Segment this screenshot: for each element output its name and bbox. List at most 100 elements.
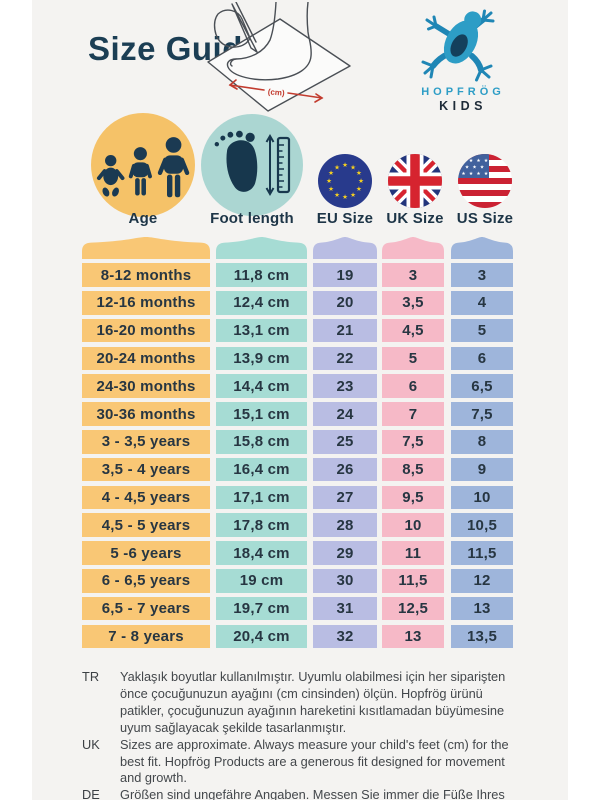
svg-text:★: ★	[469, 171, 473, 177]
uk-size-cell: 13	[382, 624, 444, 649]
svg-text:★: ★	[476, 158, 480, 164]
foot-length-cell: 13,1 cm	[216, 318, 307, 343]
eu-size-cell: 29	[313, 541, 377, 565]
eu-size-cell: 21	[313, 318, 377, 343]
svg-text:★: ★	[476, 171, 480, 177]
foot-length-cell: 16,4 cm	[216, 457, 307, 482]
us-size-cell: 13	[451, 596, 513, 621]
size-guide-panel: Size Guide (cm)	[32, 0, 568, 800]
eu-size-cell: 28	[313, 513, 377, 537]
age-cell: 6 - 6,5 years	[82, 569, 210, 593]
us-size-cell: 12	[451, 569, 513, 593]
age-cell: 3,5 - 4 years	[82, 457, 210, 482]
us-size-cell: 4	[451, 291, 513, 315]
svg-text:★: ★	[328, 169, 334, 177]
uk-size-cell: 12,5	[382, 596, 444, 621]
svg-text:★: ★	[465, 165, 469, 171]
us-size-cell: 13,5	[451, 624, 513, 649]
us-size-cell: 3	[451, 263, 513, 287]
foot-length-column-arch	[216, 237, 307, 259]
age-cell: 16-20 months	[82, 318, 210, 343]
footnote-uk: UK Sizes are approximate. Always measure…	[82, 737, 526, 788]
svg-text:★: ★	[328, 185, 334, 193]
footnotes: TR Yaklaşık boyutlar kullanılmıştır. Uyu…	[82, 669, 526, 800]
svg-text:★: ★	[350, 163, 356, 171]
uk-size-column: 3 3,5 4,5 5 6 7 7,5 8,5 9,5 10 11 11,5 12,5 13	[382, 237, 444, 649]
uk-flag-icon	[388, 154, 442, 208]
foot-length-cell: 13,9 cm	[216, 346, 307, 371]
footnote-tr-lang: TR	[82, 669, 100, 684]
svg-text:★: ★	[358, 177, 364, 185]
us-size-cell: 6,5	[451, 374, 513, 398]
foot-measuring-illustration: (cm)	[207, 2, 351, 112]
age-cell: 4 - 4,5 years	[82, 485, 210, 510]
us-size-column: 3 4 5 6 6,5 7,5 8 9 10 10,5 11,5 12 13 13,5	[451, 237, 513, 649]
foot-length-header-circle	[201, 114, 303, 216]
uk-size-cell: 9,5	[382, 485, 444, 510]
us-size-cell: 5	[451, 318, 513, 343]
uk-size-cell: 6	[382, 374, 444, 398]
foot-length-column-label: Foot length	[210, 210, 294, 227]
footnote-tr-text: Yaklaşık boyutlar kullanılmıştır. Uyumlu…	[120, 669, 506, 735]
age-cell: 7 - 8 years	[82, 624, 210, 649]
uk-size-cell: 3	[382, 263, 444, 287]
foot-length-cell: 19,7 cm	[216, 596, 307, 621]
eu-size-cell: 19	[313, 263, 377, 287]
eu-size-cell: 23	[313, 374, 377, 398]
foot-length-cell: 17,1 cm	[216, 485, 307, 510]
age-cell: 8-12 months	[82, 263, 210, 287]
uk-column-arch	[382, 237, 444, 259]
svg-text:★: ★	[334, 191, 340, 199]
cm-measure-label: (cm)	[267, 87, 285, 97]
age-column-label: Age	[128, 210, 158, 227]
uk-size-cell: 11,5	[382, 569, 444, 593]
uk-size-cell: 7	[382, 402, 444, 426]
children-growth-icon	[96, 137, 190, 198]
eu-size-cell: 30	[313, 569, 377, 593]
svg-text:★: ★	[342, 161, 348, 169]
eu-size-cell: 24	[313, 402, 377, 426]
us-size-cell: 10,5	[451, 513, 513, 537]
age-cell: 4,5 - 5 years	[82, 513, 210, 537]
foot-length-column: 11,8 cm 12,4 cm 13,1 cm 13,9 cm 14,4 cm 15,1 …	[216, 237, 307, 649]
svg-text:★: ★	[350, 191, 356, 199]
svg-text:★: ★	[342, 193, 348, 201]
foot-length-cell: 18,4 cm	[216, 541, 307, 565]
foot-length-cell: 12,4 cm	[216, 291, 307, 315]
eu-size-cell: 27	[313, 485, 377, 510]
age-column-arch	[82, 237, 210, 259]
footnote-uk-lang: UK	[82, 736, 100, 752]
foot-length-cell: 17,8 cm	[216, 513, 307, 537]
uk-size-cell: 3,5	[382, 291, 444, 315]
uk-size-cell: 8,5	[382, 457, 444, 482]
eu-size-cell: 32	[313, 624, 377, 649]
us-column-arch	[451, 237, 513, 259]
uk-size-cell: 11	[382, 541, 444, 565]
uk-size-cell: 4,5	[382, 318, 444, 343]
eu-flag-icon: ★ ★★ ★★★ ★★★ ★★★	[318, 154, 372, 208]
age-cell: 12-16 months	[82, 291, 210, 315]
svg-text:★: ★	[480, 165, 484, 171]
svg-text:★: ★	[484, 158, 488, 164]
us-size-column-label: US Size	[456, 210, 514, 227]
eu-size-cell: 31	[313, 596, 377, 621]
eu-size-column-label: EU Size	[316, 210, 374, 227]
us-header-circle: ★ ★ ★ ★ ★ ★ ★ ★ ★ ★ ★	[458, 154, 512, 208]
brand-logo: HOPFRÖG KIDS	[408, 8, 514, 113]
us-size-cell: 9	[451, 457, 513, 482]
us-flag-icon: ★ ★ ★ ★ ★ ★ ★ ★ ★ ★ ★	[458, 154, 512, 208]
foot-length-cell: 15,1 cm	[216, 402, 307, 426]
age-cell: 20-24 months	[82, 346, 210, 371]
us-size-cell: 10	[451, 485, 513, 510]
foot-length-cell: 14,4 cm	[216, 374, 307, 398]
svg-text:★: ★	[484, 171, 488, 177]
us-size-cell: 11,5	[451, 541, 513, 565]
age-cell: 6,5 - 7 years	[82, 596, 210, 621]
svg-text:★: ★	[461, 158, 465, 164]
eu-column-arch	[313, 237, 377, 259]
eu-size-cell: 26	[313, 457, 377, 482]
age-cell: 5 -6 years	[82, 541, 210, 565]
foot-length-cell: 11,8 cm	[216, 263, 307, 287]
eu-header-circle: ★ ★ ★ ★ ★ ★ ★ ★ ★ ★ ★ ★	[318, 154, 372, 208]
